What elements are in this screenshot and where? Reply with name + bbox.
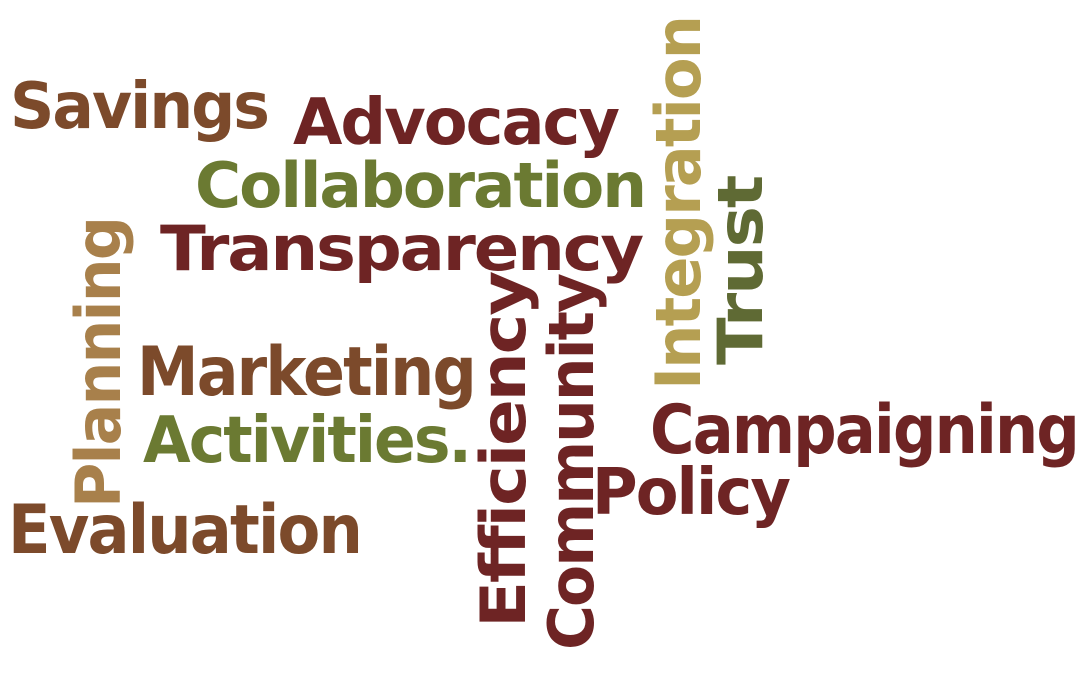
word-planning: Planning [62,218,135,508]
word-activities: Activities. [143,404,470,478]
word-policy: Policy [592,456,790,530]
word-transparency: Transparency [160,212,644,285]
word-integration: Integration [642,17,715,390]
word-advocacy: Advocacy [293,86,619,160]
word-marketing: Marketing [137,333,475,412]
word-savings: Savings [10,70,268,144]
word-efficiency: Efficiency [467,271,540,628]
word-community: Community [535,273,608,650]
word-campaigning: Campaigning [650,391,1078,470]
word-evaluation: Evaluation [8,491,361,570]
word-collaboration: Collaboration [195,149,645,222]
word-trust: Trust [704,175,777,365]
